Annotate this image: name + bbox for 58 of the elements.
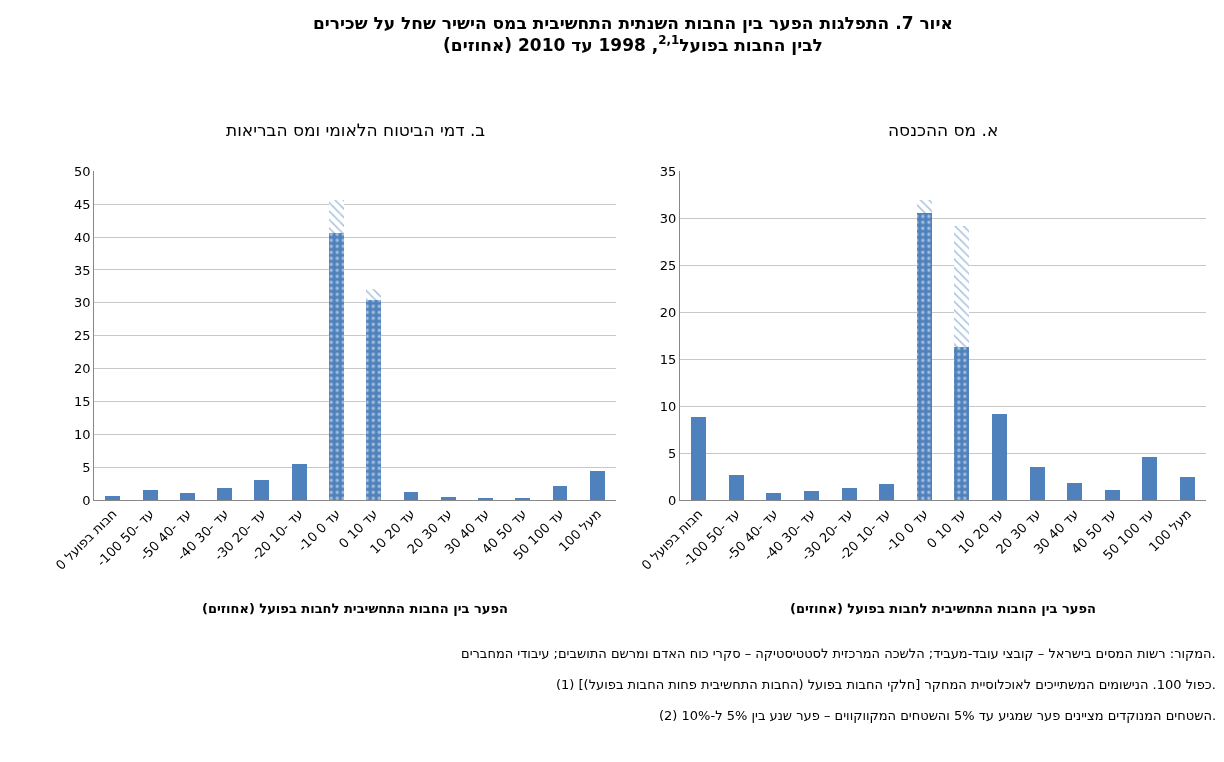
bar [991,413,1007,501]
bar [142,490,158,501]
y-tick-label: 5 [667,445,677,461]
bar [105,496,121,501]
chart-subtitle: א. מס ההכנסה [888,120,999,140]
y-tick-label: 40 [74,229,91,245]
y-tick-label: 30 [659,210,677,226]
y-tick-label: 45 [74,196,91,212]
y-tick-label: 20 [659,304,677,320]
bar [728,474,744,501]
bar [403,492,419,501]
bar [254,480,270,501]
y-tick-label: 5 [82,459,91,475]
text: (2) השטחים המנוקדים מציינים פער שמגיע עד 5% והשטחים המקווקווים – פער שנע בין 5% ל-10%. [659,708,1217,723]
y-tick-label: 50 [74,163,91,179]
bar [515,498,531,501]
y-tick-label: 30 [74,295,91,311]
y-tick-label: 25 [74,328,91,344]
bar [841,487,857,501]
bar [954,346,970,501]
bar [366,289,382,301]
bar [803,490,819,501]
bar [1179,477,1195,501]
x-axis-title: הפער בין החבות התחשיבית לחבות בפועל (אחוזים) [790,601,1096,616]
y-tick-label: 35 [74,262,91,278]
bar [954,225,970,347]
bar [366,300,382,501]
bar [916,200,932,213]
bar [217,487,233,501]
y-tick-label: 15 [74,393,91,409]
y-tick-label: 10 [659,398,677,414]
bar [879,484,895,501]
bar [766,492,782,501]
bar [691,417,707,501]
y-tick-label: 10 [74,426,91,442]
bar [589,471,605,501]
text: (1) [(החבות התחשיבית פחות החבות בפועל) חלקי החבות בפועל] כפול 100. הנישומים המשתייכים לאוכלוסיית המחקר. [556,677,1216,692]
bar [1067,483,1083,501]
bar [1029,467,1045,501]
y-tick-label: 25 [659,257,677,273]
bar [1104,489,1120,501]
bar [291,463,307,501]
bar [179,493,195,501]
bar [552,486,568,501]
bar [1142,456,1158,501]
bar [329,233,344,501]
text: המקור: רשות המסים בישראל – קובצי עובד-מעביד; הלשכה המרכזית לסטטיסטיקה – סקרי כוח האדם ומרשם התושבים; עיבודי המחברים. [461,646,1216,661]
bar [329,199,344,234]
y-tick-label: 35 [659,163,677,179]
y-tick-label: 0 [82,492,91,508]
x-axis-title: הפער בין החבות התחשיבית לחבות בפועל (אחוזים) [202,601,508,616]
chart-subtitle: ב. דמי הביטוח הלאומי ומס הבריאות [226,120,486,140]
bar [916,212,932,501]
y-tick-label: 15 [659,351,677,367]
y-tick-label: 20 [74,361,91,377]
y-tick-label: 0 [667,492,677,508]
bar [478,498,493,501]
bar [440,496,456,501]
